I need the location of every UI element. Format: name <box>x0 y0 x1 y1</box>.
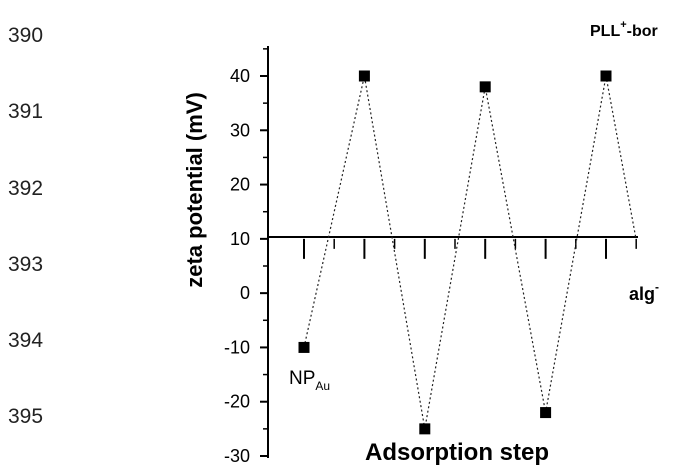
alg-label: alg- <box>629 280 659 304</box>
alg-main: alg <box>629 284 655 304</box>
y-tick-label: 30 <box>230 120 250 140</box>
np-au-label: NPAu <box>289 368 330 393</box>
y-tick-label: -30 <box>224 446 250 465</box>
line-number: 390 <box>8 24 44 47</box>
pll-tail: -bor <box>627 23 658 40</box>
np-au-main: NP <box>289 368 315 389</box>
line-number: 395 <box>8 405 44 428</box>
line-number: 393 <box>8 253 44 276</box>
data-series <box>298 70 637 435</box>
y-tick-label: -10 <box>224 337 250 357</box>
series-line <box>303 75 637 429</box>
y-tick-label: 10 <box>230 229 250 249</box>
pll-superscript: + <box>620 19 626 31</box>
y-tick-label: -20 <box>224 392 250 412</box>
line-number: 394 <box>8 329 44 352</box>
alg-superscript: - <box>655 280 659 294</box>
line-numbers: 390 391 392 393 394 395 <box>0 0 70 465</box>
y-axis-title: zeta potential (mV) <box>182 92 207 288</box>
y-tick-label: 20 <box>230 175 250 195</box>
data-point <box>298 341 310 353</box>
pll-bor-label: PLL+-bor <box>590 19 658 40</box>
pll-main: PLL <box>590 23 620 40</box>
data-point <box>540 407 552 419</box>
data-point <box>419 423 431 435</box>
np-au-subscript: Au <box>315 379 330 393</box>
y-tick-label: 40 <box>230 66 250 86</box>
x-ticks <box>303 238 637 259</box>
line-number: 391 <box>8 100 44 123</box>
x-axis-title: Adsorption step <box>365 439 549 465</box>
data-point <box>479 81 491 93</box>
y-ticks: -30 -20 -10 0 10 20 30 40 <box>224 48 268 465</box>
y-tick-label: 0 <box>240 283 250 303</box>
data-point <box>600 70 612 82</box>
data-point <box>358 70 370 82</box>
line-number: 392 <box>8 177 44 200</box>
